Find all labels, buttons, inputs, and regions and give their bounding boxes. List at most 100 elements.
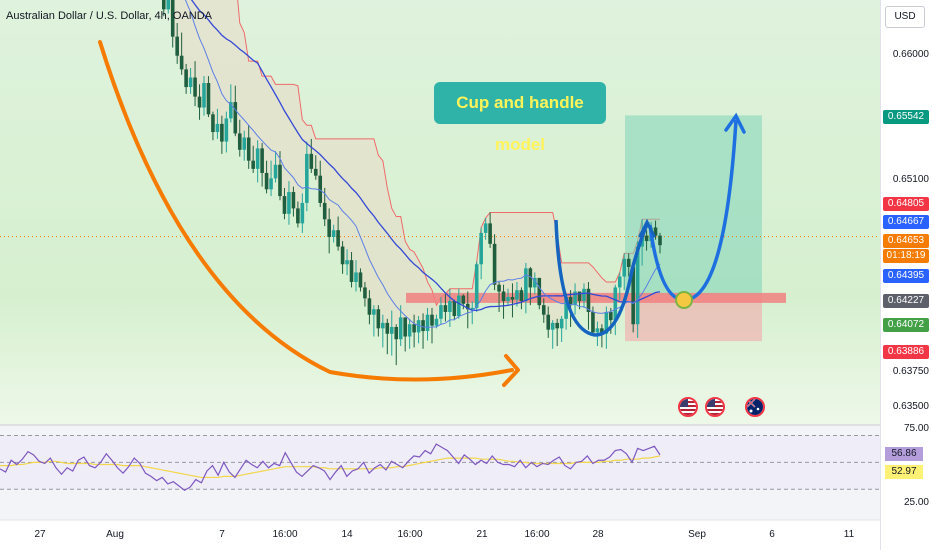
candle-body — [658, 235, 662, 246]
candle-body — [376, 309, 381, 329]
candle-body — [278, 164, 282, 197]
candle-body — [291, 192, 296, 209]
candle-body — [255, 148, 260, 169]
candle-body — [483, 223, 488, 233]
candle-body — [363, 287, 367, 299]
candle-body — [573, 291, 577, 306]
candle-body — [305, 153, 309, 203]
candle-body — [381, 322, 385, 329]
candle-body — [465, 303, 470, 310]
support-badge: 0.64227 — [883, 294, 929, 308]
entry-badge: 0.64072 — [883, 318, 929, 332]
candle-body — [175, 36, 179, 56]
candle-body — [452, 301, 457, 317]
candle-body — [398, 317, 403, 340]
candle-body — [492, 243, 497, 285]
candle-body — [336, 230, 340, 247]
candle-body — [555, 322, 559, 329]
candle-body — [296, 208, 300, 224]
candle-body — [595, 328, 600, 333]
candle-body — [546, 314, 551, 330]
handle-curve — [554, 219, 650, 337]
chart-title: Australian Dollar / U.S. Dollar, 4h, OAN… — [6, 10, 213, 22]
candle-body — [233, 102, 238, 134]
candle-body — [372, 309, 376, 315]
candle-body — [474, 264, 479, 308]
candle-body — [206, 82, 211, 115]
candle-body — [322, 202, 327, 220]
candle-body — [309, 153, 314, 169]
candle-body — [470, 307, 475, 310]
candle-body — [457, 295, 461, 317]
candle-body — [461, 295, 466, 304]
candle-body — [434, 318, 439, 326]
candle-body — [497, 284, 501, 292]
tick-label: 0.63750 — [892, 366, 929, 377]
rsi-tick-label: 25.00 — [903, 497, 929, 508]
candle-body — [300, 202, 305, 224]
handle-arrowhead — [638, 218, 656, 238]
candle-body — [260, 148, 264, 173]
candle-body — [273, 164, 278, 179]
candle-body — [586, 288, 591, 312]
candle-body — [443, 305, 448, 312]
candle-body — [345, 260, 349, 265]
candle-body — [229, 102, 233, 119]
au-flag-icon[interactable] — [745, 397, 765, 417]
candle-body — [287, 192, 291, 214]
time-tick-label: 16:00 — [397, 529, 423, 540]
rsi-tick-label: 75.00 — [903, 423, 929, 434]
rsi-ma-badge: 52.97 — [885, 465, 923, 479]
candle-body — [188, 77, 193, 88]
candle-body — [246, 137, 251, 161]
candle-body — [564, 296, 568, 319]
time-tick-label: 7 — [219, 529, 225, 540]
candle-body — [568, 296, 573, 306]
candle-body — [385, 322, 390, 334]
currency-button[interactable]: USD — [885, 6, 925, 28]
time-tick-label: 6 — [769, 529, 775, 540]
candle-body — [519, 290, 524, 302]
time-tick-label: 16:00 — [524, 529, 550, 540]
candle-body — [327, 219, 331, 238]
candle-body — [479, 232, 483, 265]
ma-badge: 0.64667 — [883, 215, 929, 229]
ma2-badge: 0.64395 — [883, 269, 929, 283]
candle-body — [631, 266, 635, 325]
candle-body — [412, 324, 416, 333]
time-tick-label: 28 — [592, 529, 604, 540]
candle-body — [635, 246, 640, 325]
current-price-badge: 0.64653 — [883, 234, 929, 248]
candle-body — [331, 230, 336, 238]
tick-label: 0.66000 — [892, 49, 929, 60]
candle-body — [600, 328, 604, 334]
candle-body — [170, 0, 175, 37]
us-flag-icon[interactable] — [678, 397, 698, 417]
us-flag-icon[interactable] — [705, 397, 725, 417]
candle-body — [604, 311, 609, 334]
candle-body — [416, 320, 421, 333]
time-tick-label: 14 — [341, 529, 353, 540]
candle-body — [501, 291, 506, 302]
candle-body — [609, 311, 613, 321]
tick-label: 0.63500 — [892, 401, 929, 412]
candle-body — [211, 114, 215, 133]
candle-body — [269, 178, 273, 190]
candle-body — [407, 324, 412, 337]
trailing-stop-line — [237, 0, 660, 307]
candle-body — [425, 314, 430, 332]
candle-body — [613, 287, 618, 321]
candle-body — [242, 137, 247, 150]
tick-label: 0.65100 — [892, 174, 929, 185]
moving-average-slow — [190, 0, 661, 312]
candle-body — [559, 318, 564, 329]
candle-body — [577, 291, 582, 302]
candle-body — [166, 0, 171, 10]
cup-arrowhead — [502, 354, 520, 387]
candle-body — [215, 123, 220, 133]
time-tick-label: 21 — [476, 529, 488, 540]
support-zone — [406, 292, 786, 303]
candle-body — [197, 96, 202, 108]
candle-body — [644, 235, 649, 242]
